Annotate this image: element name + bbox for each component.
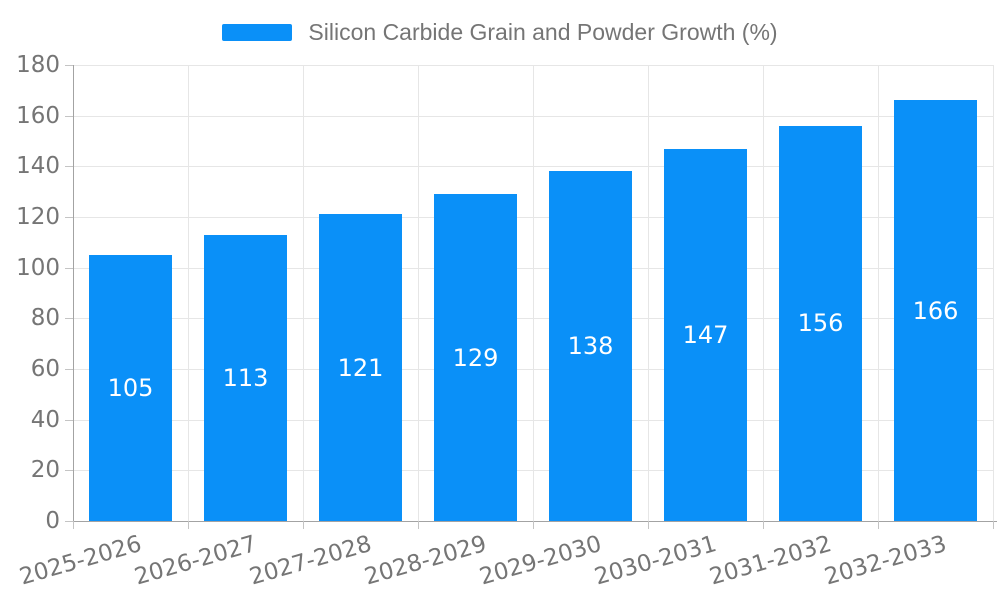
y-axis-line bbox=[73, 65, 74, 521]
x-axis-line bbox=[73, 521, 997, 522]
legend[interactable]: Silicon Carbide Grain and Powder Growth … bbox=[0, 16, 1000, 48]
y-axis-tick-label: 20 bbox=[30, 457, 60, 484]
x-axis-tick bbox=[763, 521, 764, 529]
gridline-vertical bbox=[763, 65, 764, 521]
bar-value-label: 121 bbox=[337, 353, 384, 382]
bar-value-label: 129 bbox=[452, 343, 499, 372]
y-axis-tick-label: 100 bbox=[16, 254, 60, 281]
y-axis-tick-label: 160 bbox=[16, 102, 60, 129]
y-axis-tick bbox=[65, 470, 73, 472]
x-axis-category-label: 2025-2026 bbox=[16, 530, 144, 591]
bar[interactable] bbox=[779, 125, 862, 521]
bar-value-label: 105 bbox=[107, 374, 154, 402]
y-axis-tick-label: 0 bbox=[45, 508, 60, 534]
bar[interactable] bbox=[204, 234, 287, 521]
gridline-vertical bbox=[303, 65, 304, 521]
gridline-vertical bbox=[188, 65, 189, 521]
gridline-vertical bbox=[418, 65, 419, 521]
y-axis-tick bbox=[65, 166, 73, 168]
y-axis-tick-label: 60 bbox=[30, 356, 60, 382]
x-axis-tick bbox=[878, 521, 879, 529]
x-axis-category-label: 2031-2032 bbox=[706, 530, 834, 591]
y-axis-tick-label: 140 bbox=[16, 153, 60, 180]
gridline-vertical bbox=[648, 65, 649, 521]
bar-value-label: 156 bbox=[797, 309, 844, 338]
x-axis-tick bbox=[303, 521, 304, 529]
bar-value-label: 113 bbox=[222, 363, 269, 392]
x-axis-tick bbox=[418, 521, 419, 529]
y-axis-tick-label: 120 bbox=[16, 204, 60, 230]
bar-value-label: 147 bbox=[682, 320, 729, 349]
x-axis-category-label: 2030-2031 bbox=[591, 530, 719, 591]
gridline-vertical bbox=[993, 65, 994, 521]
bar-value-label: 166 bbox=[912, 296, 959, 325]
x-axis-category-label: 2027-2028 bbox=[246, 530, 374, 591]
x-axis-tick bbox=[648, 521, 649, 529]
y-axis-tick bbox=[65, 217, 73, 218]
bar[interactable] bbox=[549, 171, 632, 521]
bar[interactable] bbox=[434, 194, 517, 521]
y-axis-tick bbox=[65, 115, 73, 117]
bar[interactable] bbox=[89, 255, 172, 521]
x-axis-category-label: 2028-2029 bbox=[361, 530, 489, 591]
x-axis-tick bbox=[993, 521, 994, 529]
y-axis-tick-label: 40 bbox=[30, 406, 60, 433]
bar-value-label: 138 bbox=[567, 332, 614, 361]
bar[interactable] bbox=[894, 100, 977, 521]
y-axis-tick bbox=[65, 521, 73, 522]
x-axis-category-label: 2029-2030 bbox=[476, 530, 604, 591]
y-axis-tick bbox=[65, 267, 73, 269]
legend-swatch bbox=[222, 23, 293, 41]
gridline-vertical bbox=[878, 65, 879, 521]
x-axis-category-label: 2026-2027 bbox=[131, 530, 259, 591]
y-axis-tick bbox=[65, 65, 73, 66]
y-axis-tick bbox=[65, 419, 73, 421]
y-axis-tick bbox=[65, 369, 73, 370]
bar[interactable] bbox=[664, 148, 747, 521]
legend-label: Silicon Carbide Grain and Powder Growth … bbox=[308, 19, 778, 45]
x-axis-tick bbox=[73, 521, 74, 529]
gridline-vertical bbox=[533, 65, 534, 521]
y-axis-tick bbox=[65, 318, 73, 320]
x-axis-tick bbox=[188, 521, 189, 529]
x-axis-tick bbox=[533, 521, 534, 529]
bar[interactable] bbox=[319, 214, 402, 521]
y-axis-tick-label: 180 bbox=[16, 52, 60, 78]
y-axis-tick-label: 80 bbox=[30, 305, 60, 332]
x-axis-category-label: 2032-2033 bbox=[821, 530, 949, 591]
